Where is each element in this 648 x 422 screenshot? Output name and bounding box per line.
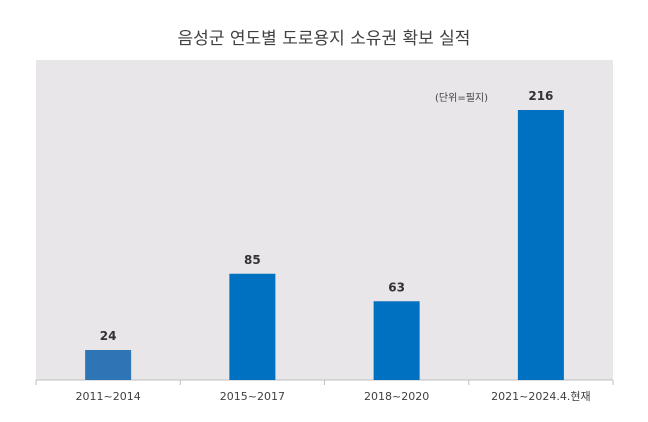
chart-title: 음성군 연도별 도로용지 소유권 확보 실적 (178, 29, 471, 49)
plot-area (36, 60, 613, 380)
data-label: 63 (388, 280, 405, 294)
bar (229, 273, 276, 380)
data-label: 216 (528, 89, 553, 103)
data-labels: 24 85 63 216 (100, 89, 554, 343)
bars (85, 110, 564, 380)
bar (517, 110, 564, 380)
x-axis-ticks (35, 380, 614, 385)
x-tick-label: 2021~2024.4.현재 (491, 390, 590, 403)
x-tick-label: 2018~2020 (364, 390, 429, 403)
bar (85, 350, 132, 380)
unit-label: (단위=필지) (435, 91, 488, 104)
x-tick-label: 2011~2014 (76, 390, 141, 403)
x-tick-label: 2015~2017 (220, 390, 285, 403)
data-label: 85 (244, 253, 261, 267)
bar (373, 301, 420, 380)
x-tick-labels: 2011~2014 2015~2017 2018~2020 2021~2024.4.현… (76, 390, 591, 403)
data-label: 24 (100, 329, 117, 343)
